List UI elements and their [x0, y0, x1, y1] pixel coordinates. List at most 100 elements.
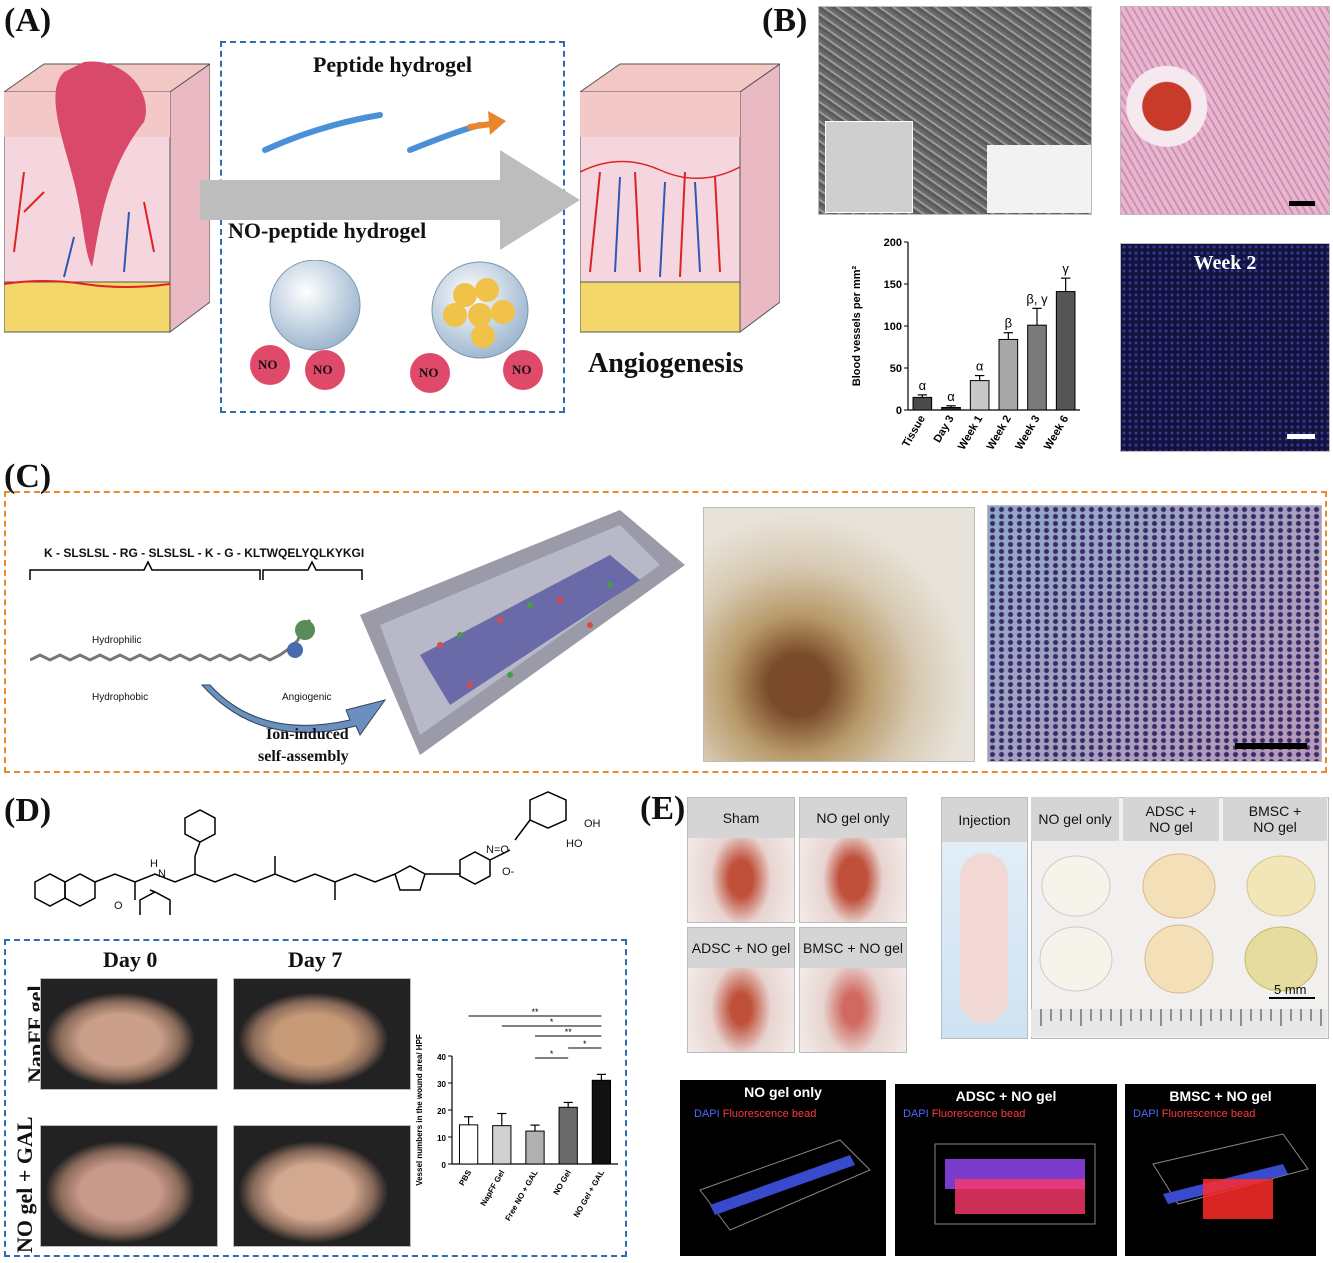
peptide-fiber-icon	[262, 111, 506, 153]
bar	[912, 396, 933, 411]
hydrogel-spheres	[250, 260, 543, 393]
x-tick-label: Week 1	[956, 414, 985, 453]
chem-oxide-label: O-	[502, 866, 515, 878]
process-arrow	[200, 150, 580, 250]
vascularized-gel-photo	[703, 507, 975, 762]
ion-induced-label: Ion-induced	[266, 726, 349, 743]
sham-wound-photo: Sham	[687, 797, 795, 923]
no-gel-gal-row-label: NO gel + GAL	[12, 1116, 37, 1253]
3d-no-gel-title: NO gel only	[744, 1084, 822, 1100]
adsc-no-gel-label: ADSC + NO gel	[688, 928, 794, 968]
bar	[492, 1125, 512, 1165]
bmsc-header-line2: NO gel	[1253, 819, 1297, 835]
fluorescence-bead-label: Fluorescence bead	[931, 1108, 1026, 1120]
peptide-sequence: K - SLSLSL - RG - SLSLSL - K - G - KLTWQ…	[44, 546, 365, 560]
sem-fiber-image	[818, 6, 1092, 215]
y-axis-label: Blood vessels per mm²	[851, 265, 863, 386]
y-tick-label: 200	[884, 237, 902, 249]
significance-label: *	[583, 1039, 587, 1049]
y-tick-label: 40	[437, 1053, 446, 1062]
syringe-inset	[825, 121, 913, 213]
histology-vessel-image	[1120, 6, 1330, 215]
3d-volume-render	[934, 1143, 1096, 1225]
week-2-label: Week 2	[1193, 252, 1257, 274]
3d-volume-render	[699, 1139, 871, 1231]
healed-skin-illustration	[580, 63, 780, 333]
significance-label: β	[1005, 316, 1012, 331]
scale-bar	[1287, 434, 1315, 439]
blood-vessels-bar-chart: 0 50 100 150 200 Blood vessels per mm² α Tissue…	[851, 237, 1080, 453]
3d-adsc-no-gel: ADSC + NO gel DAPI Fluorescence bead	[895, 1084, 1117, 1256]
fluorescence-bead-label: Fluorescence bead	[1161, 1108, 1256, 1120]
histology-stain-image	[987, 505, 1322, 762]
panel-e-label: (E)	[640, 790, 686, 827]
wound-napff-day0	[40, 978, 218, 1090]
3d-legend: DAPI Fluorescence bead	[1133, 1108, 1255, 1120]
sequence-brackets	[29, 560, 363, 580]
no-peptide-hydrogel-title: NO-peptide hydrogel	[228, 218, 427, 243]
fluorescence-week2-image: Week 2	[1120, 243, 1330, 452]
vessel-numbers-bar-chart: 0 10 20 30 40 Vessel numbers in the wound are…	[415, 1008, 618, 1222]
wound-nogal-day7	[233, 1125, 411, 1247]
y-tick-label: 30	[437, 1080, 446, 1089]
dapi-label: DAPI	[903, 1108, 929, 1120]
3d-legend: DAPI Fluorescence bead	[694, 1108, 816, 1120]
fluorescence-bead-label: Fluorescence bead	[722, 1108, 817, 1120]
angiogenic-label: Angiogenic	[282, 692, 332, 703]
bar	[458, 1124, 479, 1165]
hydrophobic-label: Hydrophobic	[92, 692, 149, 703]
self-assembly-label: self-assembly	[258, 748, 349, 765]
bmsc-header-line1: BMSC +	[1248, 803, 1302, 819]
x-tick-label: NO Gel	[552, 1169, 573, 1197]
injection-label: Injection	[942, 798, 1027, 842]
panel-c-box	[4, 491, 1327, 773]
molecular-structure	[30, 618, 315, 662]
no-badge-4: NO	[512, 362, 532, 377]
x-tick-label: Week 3	[1013, 414, 1042, 453]
wound-napff-day7	[233, 978, 411, 1090]
sham-label: Sham	[688, 798, 794, 838]
bar	[525, 1130, 545, 1165]
bmsc-header: BMSC + NO gel	[1223, 797, 1327, 841]
significance-label: α	[976, 359, 984, 374]
gel-explants	[1031, 853, 1327, 1037]
dapi-label: DAPI	[1133, 1108, 1159, 1120]
bar	[998, 338, 1019, 411]
self-assembly-arrow	[200, 684, 387, 737]
nanofiber-assembly-model	[360, 510, 685, 755]
bar	[591, 1079, 612, 1165]
bar	[941, 406, 961, 411]
3d-volume-render	[1152, 1133, 1309, 1219]
no-badge-2: NO	[313, 362, 333, 377]
dapi-label: DAPI	[694, 1108, 720, 1120]
y-axis-label: Vessel numbers in the wound area/ HPF	[415, 1034, 424, 1186]
bar	[1027, 324, 1047, 411]
3d-adsc-title: ADSC + NO gel	[955, 1088, 1057, 1104]
mouse-shape	[960, 853, 1008, 1023]
panel-b-label: (B)	[762, 2, 808, 39]
x-tick-label: Day 3	[932, 414, 957, 445]
chem-atom-label: O	[114, 900, 123, 912]
adsc-wound-photo: ADSC + NO gel	[687, 927, 795, 1053]
bmsc-no-gel-label: BMSC + NO gel	[800, 928, 906, 968]
chem-atom-label: N	[158, 868, 166, 880]
no-gel-wound-photo: NO gel only	[799, 797, 907, 923]
significance-label: *	[550, 1017, 554, 1027]
scale-bar	[1235, 743, 1307, 749]
no-gel-only-label: NO gel only	[800, 798, 906, 838]
x-tick-label: NO Gel + GAL	[572, 1168, 606, 1219]
y-tick-label: 0	[896, 405, 902, 417]
significance-label: β, γ	[1026, 291, 1048, 306]
wound-skin-illustration	[4, 61, 210, 333]
day-0-label: Day 0	[103, 947, 158, 972]
significance-label: **	[565, 1027, 573, 1037]
y-tick-label: 150	[884, 279, 902, 291]
no-gel-only-header: NO gel only	[1031, 797, 1119, 841]
x-tick-label: Tissue	[900, 414, 928, 450]
chem-atom-label: H	[150, 858, 158, 870]
hydrophilic-label: Hydrophilic	[92, 635, 142, 646]
panel-a-label: (A)	[4, 2, 52, 39]
bmsc-wound-photo: BMSC + NO gel	[799, 927, 907, 1053]
chem-nitroso-label: N=O	[486, 844, 509, 856]
panel-d-box	[4, 939, 627, 1257]
